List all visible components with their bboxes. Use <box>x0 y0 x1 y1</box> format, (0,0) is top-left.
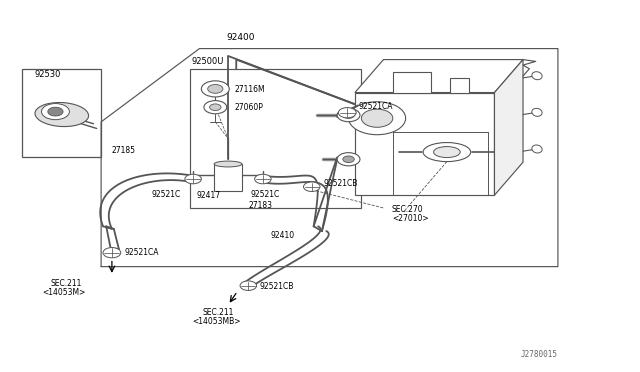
Text: 27185: 27185 <box>112 145 136 155</box>
Ellipse shape <box>532 72 542 80</box>
Text: 92417: 92417 <box>196 192 220 201</box>
Circle shape <box>339 108 356 118</box>
Circle shape <box>42 103 69 120</box>
Text: 92521C: 92521C <box>151 190 180 199</box>
Text: <14053MB>: <14053MB> <box>192 317 241 326</box>
Text: 27183: 27183 <box>249 201 273 210</box>
Text: 92500U: 92500U <box>192 57 224 66</box>
Text: SEC.211: SEC.211 <box>203 308 234 317</box>
Circle shape <box>103 247 121 258</box>
Ellipse shape <box>532 145 542 153</box>
Text: J2780015: J2780015 <box>521 350 558 359</box>
Circle shape <box>210 104 221 110</box>
Text: 92530: 92530 <box>35 70 61 79</box>
Text: 92410: 92410 <box>271 231 294 240</box>
Circle shape <box>208 84 223 93</box>
Circle shape <box>343 156 355 163</box>
Text: 92521C: 92521C <box>250 190 280 199</box>
Circle shape <box>240 281 257 291</box>
Polygon shape <box>355 60 523 93</box>
Bar <box>22 69 101 157</box>
Circle shape <box>343 112 355 118</box>
Bar <box>393 73 431 93</box>
Circle shape <box>349 102 406 135</box>
Circle shape <box>204 100 227 114</box>
Text: <14053M>: <14053M> <box>42 288 86 297</box>
Ellipse shape <box>433 147 460 158</box>
Polygon shape <box>495 60 523 195</box>
Text: 92521CB: 92521CB <box>260 282 294 291</box>
Circle shape <box>337 109 360 122</box>
Circle shape <box>185 174 202 184</box>
Bar <box>214 164 242 192</box>
Ellipse shape <box>532 108 542 116</box>
Circle shape <box>337 153 360 166</box>
Circle shape <box>303 182 320 192</box>
Bar <box>355 93 495 195</box>
Circle shape <box>202 81 229 97</box>
Text: SEC.211: SEC.211 <box>51 279 82 288</box>
Circle shape <box>48 107 63 116</box>
Text: 92400: 92400 <box>227 33 255 42</box>
Text: 92521CA: 92521CA <box>358 102 392 110</box>
Bar <box>450 78 469 93</box>
Text: 27116M: 27116M <box>234 85 265 94</box>
Ellipse shape <box>35 103 88 126</box>
Text: SEC.270: SEC.270 <box>391 205 422 214</box>
Bar <box>190 69 361 208</box>
Ellipse shape <box>214 161 242 167</box>
Text: 27060P: 27060P <box>234 103 263 112</box>
Text: 92521CA: 92521CA <box>125 248 159 257</box>
Circle shape <box>362 109 393 127</box>
Circle shape <box>255 174 271 184</box>
Text: <27010>: <27010> <box>392 215 429 224</box>
Text: 92521CB: 92521CB <box>323 179 358 187</box>
Ellipse shape <box>423 142 470 161</box>
